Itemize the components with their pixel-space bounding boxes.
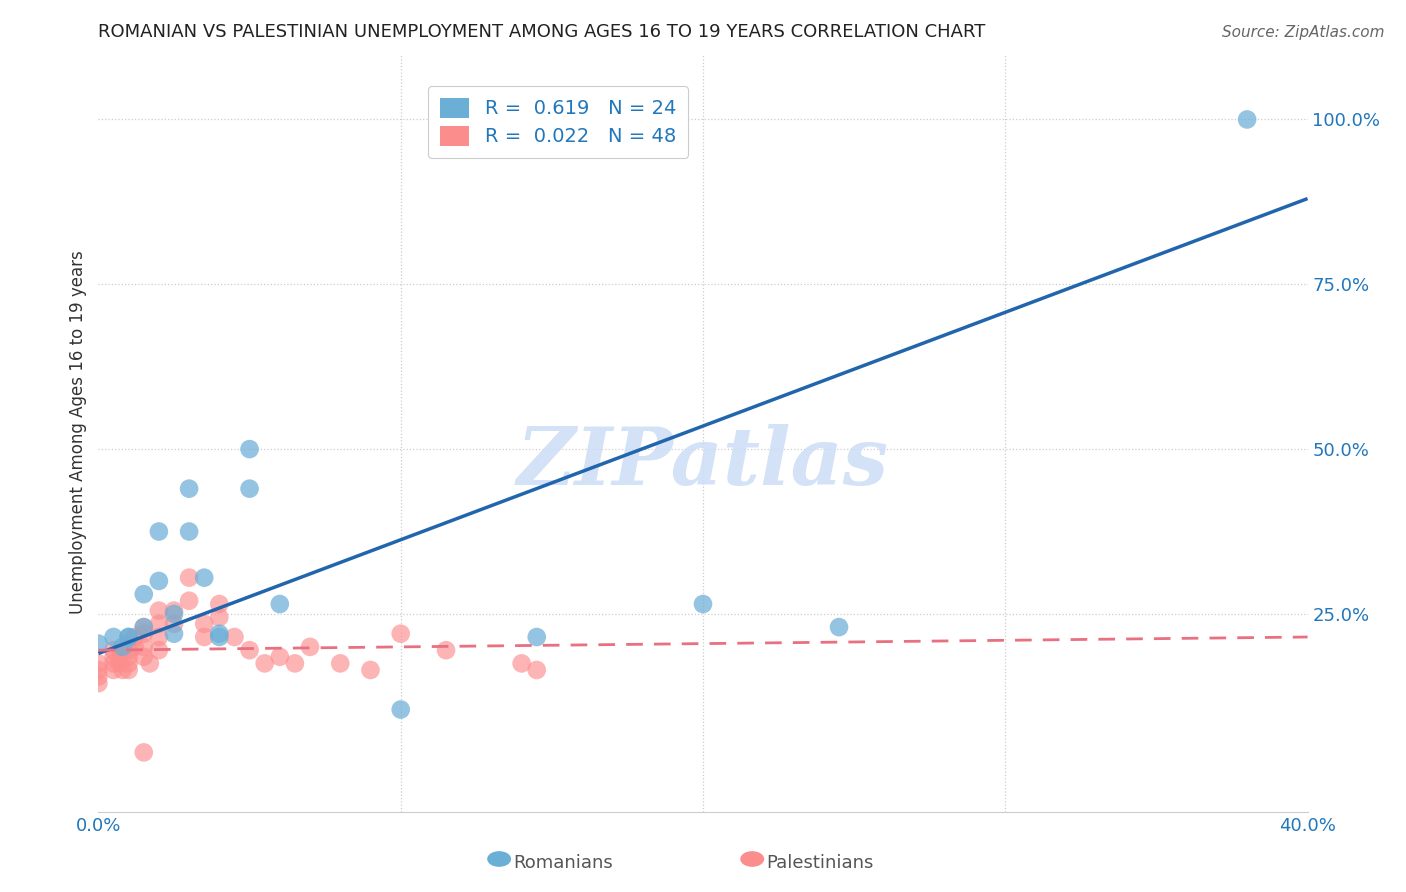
Legend: R =  0.619   N = 24, R =  0.022   N = 48: R = 0.619 N = 24, R = 0.022 N = 48 bbox=[429, 86, 688, 158]
Point bbox=[87, 637, 110, 651]
Point bbox=[111, 640, 134, 654]
Point bbox=[299, 640, 322, 654]
Point bbox=[163, 626, 186, 640]
Point bbox=[108, 649, 131, 664]
Point bbox=[148, 643, 170, 657]
Point bbox=[163, 607, 186, 621]
Point bbox=[208, 630, 231, 644]
Point bbox=[87, 657, 110, 671]
Point bbox=[193, 571, 215, 585]
Point bbox=[179, 593, 201, 607]
Text: ZIPatlas: ZIPatlas bbox=[517, 425, 889, 501]
Point bbox=[269, 597, 291, 611]
Point bbox=[118, 663, 141, 677]
Point bbox=[87, 676, 110, 690]
Text: Source: ZipAtlas.com: Source: ZipAtlas.com bbox=[1222, 25, 1385, 40]
Point bbox=[208, 610, 231, 624]
Point bbox=[208, 597, 231, 611]
Point bbox=[526, 663, 548, 677]
Point bbox=[103, 657, 125, 671]
Point bbox=[193, 616, 215, 631]
Point bbox=[434, 643, 457, 657]
Point bbox=[360, 663, 382, 677]
Point bbox=[87, 669, 110, 683]
Y-axis label: Unemployment Among Ages 16 to 19 years: Unemployment Among Ages 16 to 19 years bbox=[69, 251, 87, 615]
Point bbox=[179, 482, 201, 496]
Point bbox=[132, 587, 155, 601]
Point bbox=[526, 630, 548, 644]
Point bbox=[103, 663, 125, 677]
Point bbox=[239, 643, 262, 657]
Point bbox=[224, 630, 246, 644]
Point bbox=[148, 604, 170, 618]
Point bbox=[139, 657, 162, 671]
Point bbox=[118, 630, 141, 644]
Point bbox=[108, 657, 131, 671]
Point bbox=[87, 663, 110, 677]
Point bbox=[132, 640, 155, 654]
Point bbox=[239, 442, 262, 456]
Point bbox=[193, 630, 215, 644]
Text: Romanians: Romanians bbox=[513, 855, 613, 872]
Point bbox=[132, 649, 155, 664]
Point bbox=[124, 640, 146, 654]
Point bbox=[132, 620, 155, 634]
Point bbox=[148, 616, 170, 631]
Point bbox=[103, 630, 125, 644]
Point bbox=[103, 643, 125, 657]
Point bbox=[148, 524, 170, 539]
Point bbox=[163, 616, 186, 631]
Point bbox=[253, 657, 276, 671]
Point bbox=[148, 574, 170, 588]
Text: ROMANIAN VS PALESTINIAN UNEMPLOYMENT AMONG AGES 16 TO 19 YEARS CORRELATION CHART: ROMANIAN VS PALESTINIAN UNEMPLOYMENT AMO… bbox=[98, 23, 986, 41]
Point bbox=[389, 702, 412, 716]
Point bbox=[179, 524, 201, 539]
Point bbox=[118, 643, 141, 657]
Point bbox=[103, 649, 125, 664]
Point bbox=[284, 657, 307, 671]
Point bbox=[132, 745, 155, 759]
Point bbox=[179, 571, 201, 585]
Point bbox=[163, 604, 186, 618]
Point bbox=[1236, 112, 1258, 127]
Point bbox=[828, 620, 851, 634]
Point bbox=[389, 626, 412, 640]
Point bbox=[111, 663, 134, 677]
Point bbox=[329, 657, 352, 671]
Point bbox=[124, 630, 146, 644]
Point bbox=[692, 597, 714, 611]
Text: Palestinians: Palestinians bbox=[766, 855, 873, 872]
Point bbox=[269, 649, 291, 664]
Point bbox=[118, 657, 141, 671]
Point bbox=[132, 626, 155, 640]
Point bbox=[118, 637, 141, 651]
Point bbox=[132, 620, 155, 634]
Point bbox=[148, 630, 170, 644]
Point bbox=[118, 649, 141, 664]
Point bbox=[510, 657, 533, 671]
Point bbox=[118, 630, 141, 644]
Point bbox=[239, 482, 262, 496]
Point bbox=[208, 626, 231, 640]
